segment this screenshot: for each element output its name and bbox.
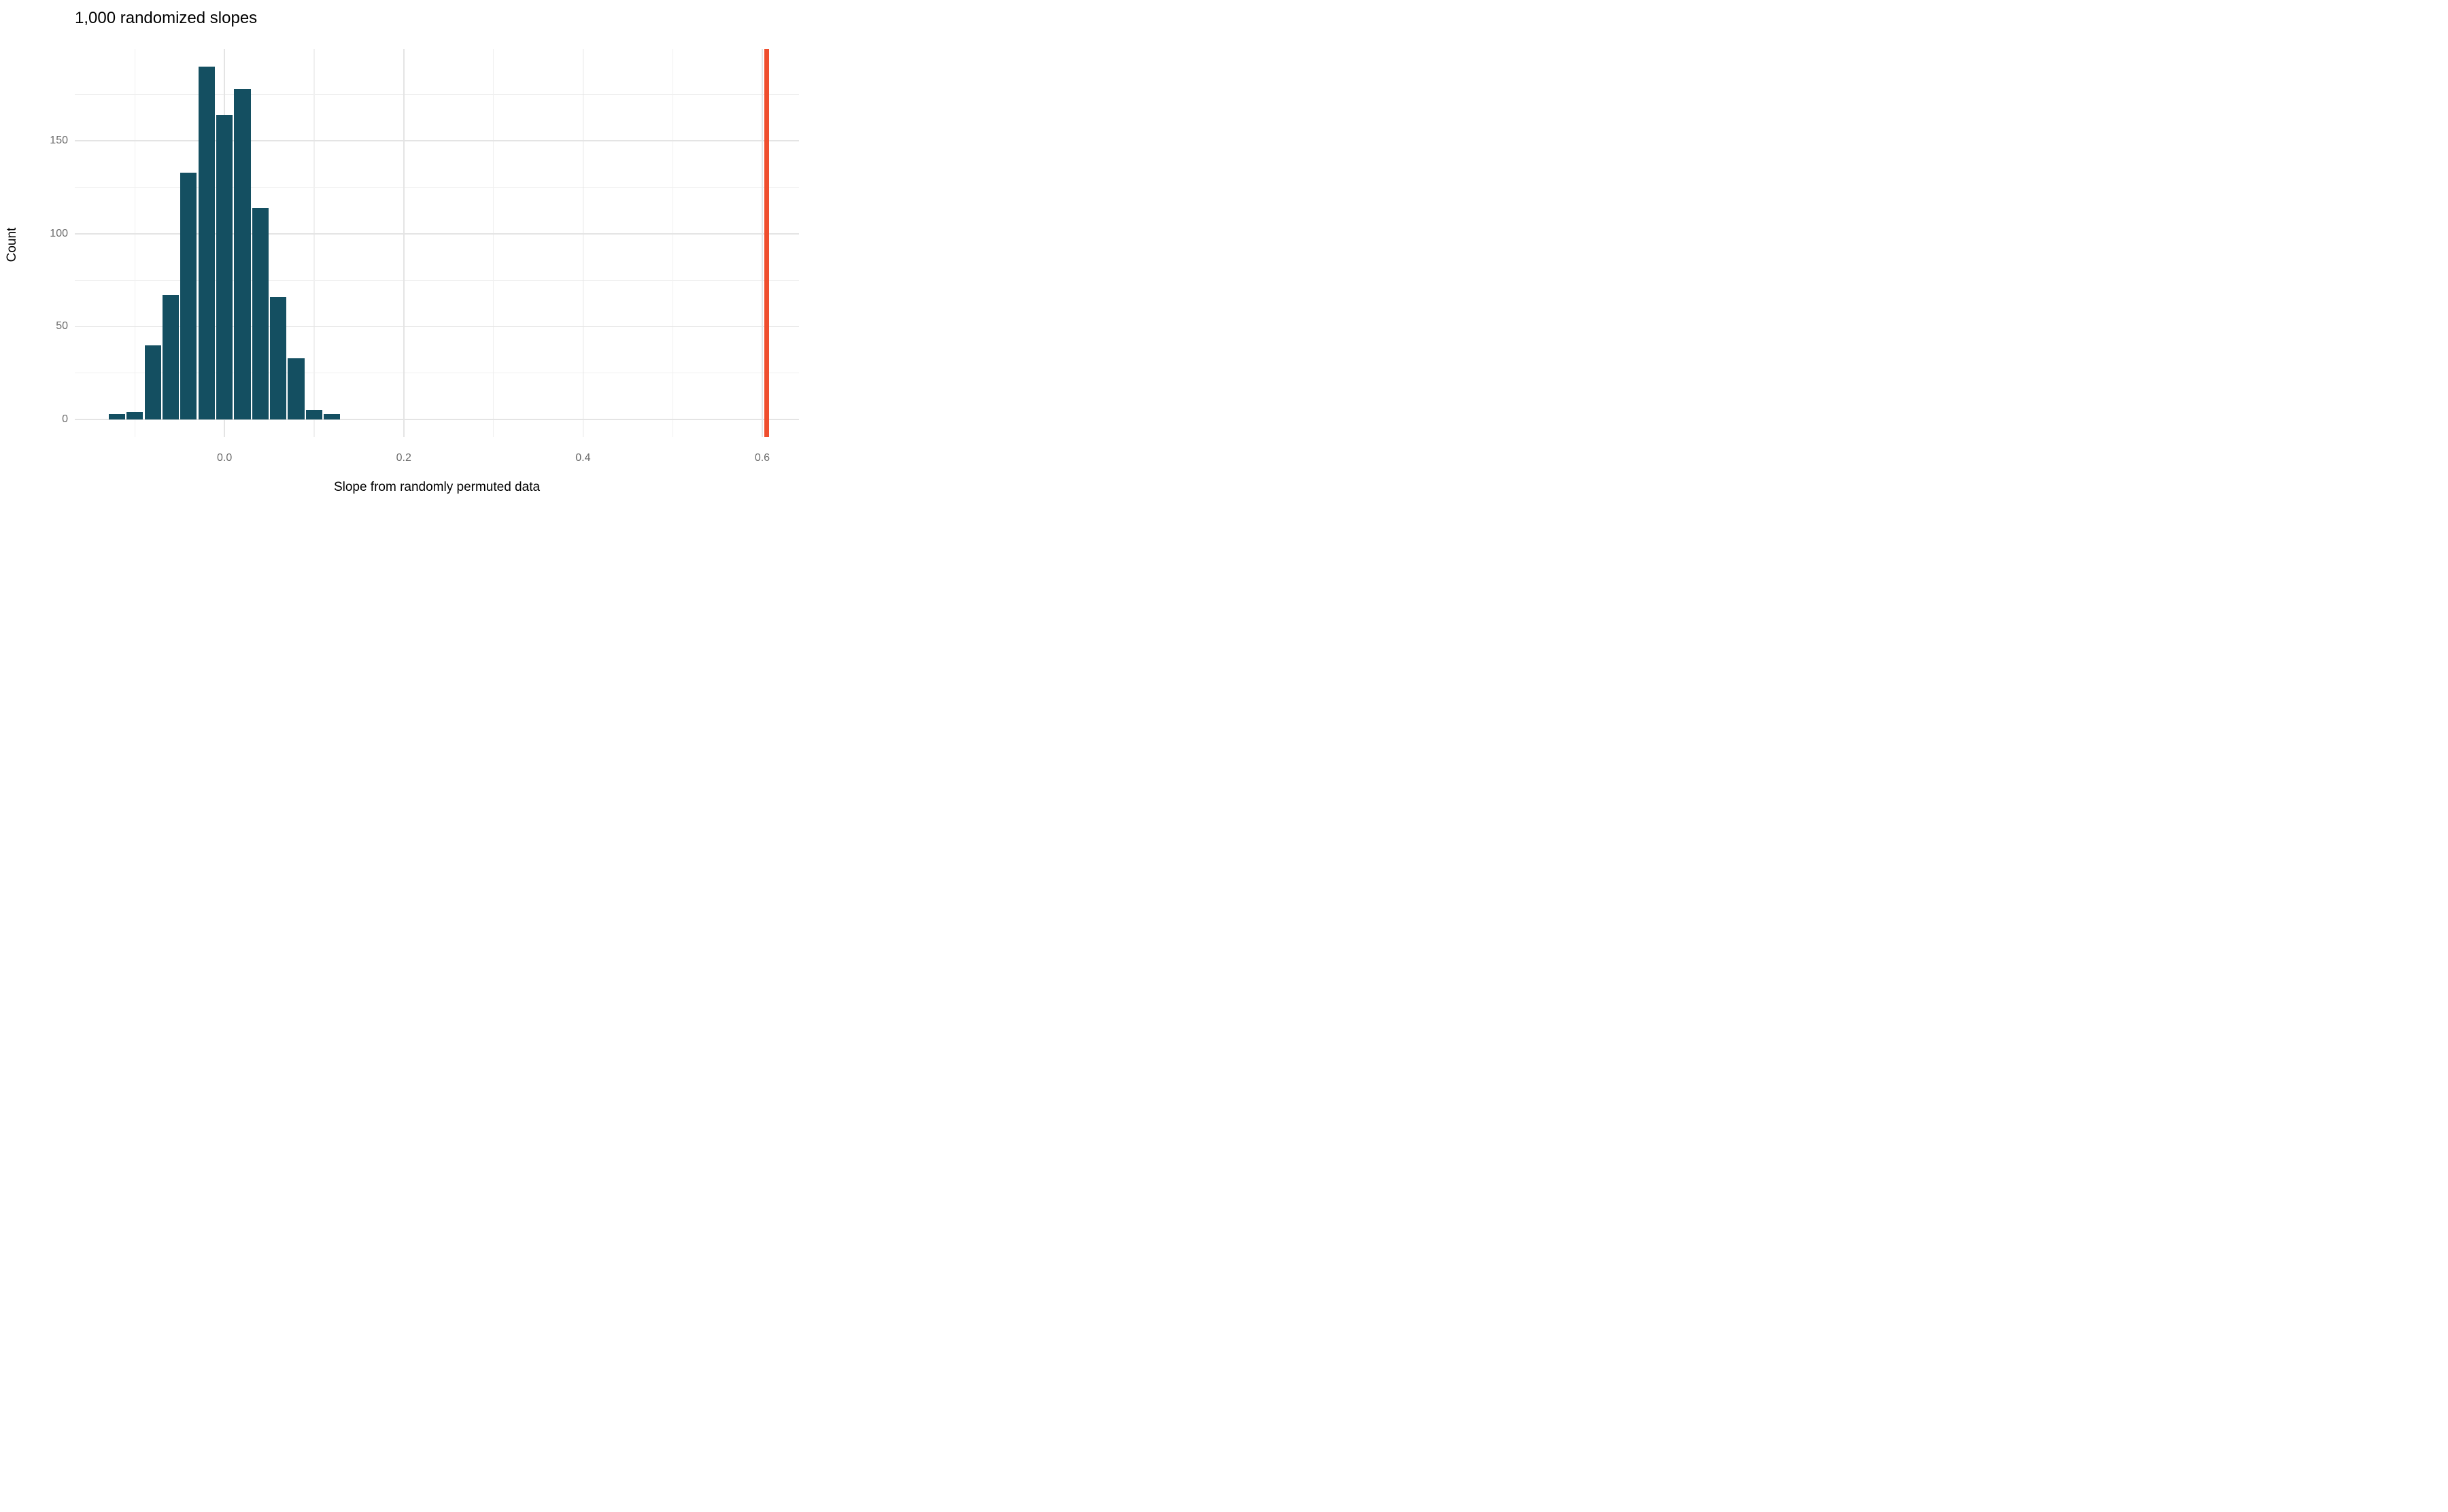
- y-tick-label: 100: [50, 227, 68, 239]
- histogram-bar: [144, 345, 161, 420]
- plot-panel: [75, 49, 799, 437]
- x-tick-label: 0.6: [754, 452, 770, 464]
- histogram-bar: [126, 412, 143, 420]
- y-major-gridline: [75, 326, 799, 328]
- histogram-bar: [288, 358, 305, 420]
- x-major-gridline: [582, 49, 584, 437]
- x-tick-label: 0.0: [216, 452, 233, 464]
- y-axis-title: Count: [5, 227, 19, 262]
- histogram-bar: [324, 413, 341, 420]
- x-tick-label: 0.2: [396, 452, 411, 464]
- y-minor-gridline: [75, 279, 799, 281]
- histogram-bar: [198, 66, 215, 420]
- y-tick-label: 0: [62, 413, 68, 426]
- histogram-bar: [270, 296, 287, 420]
- histogram-bar: [216, 114, 233, 420]
- histogram-figure: 1,000 randomized slopes 0.0 0.2 0.4 0.6 0 50 1…: [0, 0, 816, 504]
- y-major-gridline: [75, 419, 799, 420]
- y-tick-label: 150: [50, 135, 68, 147]
- y-major-gridline: [75, 140, 799, 142]
- x-major-gridline: [762, 49, 763, 437]
- histogram-bar: [305, 410, 322, 420]
- x-axis-title: Slope from randomly permuted data: [333, 480, 541, 494]
- histogram-bar: [252, 207, 269, 420]
- x-tick-label: 0.4: [575, 452, 591, 464]
- y-major-gridline: [75, 233, 799, 235]
- histogram-bar: [234, 88, 251, 420]
- histogram-bar: [108, 413, 126, 420]
- y-tick-label: 50: [56, 320, 68, 332]
- histogram-bar: [162, 294, 180, 420]
- x-minor-gridline: [313, 49, 315, 437]
- plot-title: 1,000 randomized slopes: [75, 9, 258, 27]
- x-major-gridline: [403, 49, 405, 437]
- observed-slope-line: [764, 49, 769, 437]
- y-minor-gridline: [75, 186, 799, 188]
- histogram-bar: [180, 172, 197, 420]
- x-minor-gridline: [492, 49, 494, 437]
